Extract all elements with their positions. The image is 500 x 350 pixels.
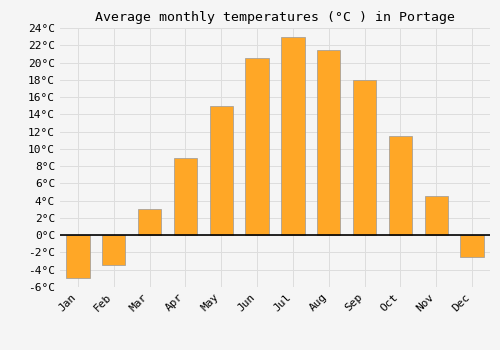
Bar [424, 196, 448, 235]
Bar [460, 235, 483, 257]
Bar [246, 58, 268, 235]
Title: Average monthly temperatures (°C ) in Portage: Average monthly temperatures (°C ) in Po… [95, 11, 455, 24]
Bar [353, 80, 376, 235]
Bar [282, 37, 304, 235]
Bar [174, 158, 197, 235]
Bar [66, 235, 90, 278]
Bar [389, 136, 412, 235]
Bar [102, 235, 126, 265]
Bar [138, 209, 161, 235]
Bar [210, 106, 233, 235]
Bar [317, 50, 340, 235]
